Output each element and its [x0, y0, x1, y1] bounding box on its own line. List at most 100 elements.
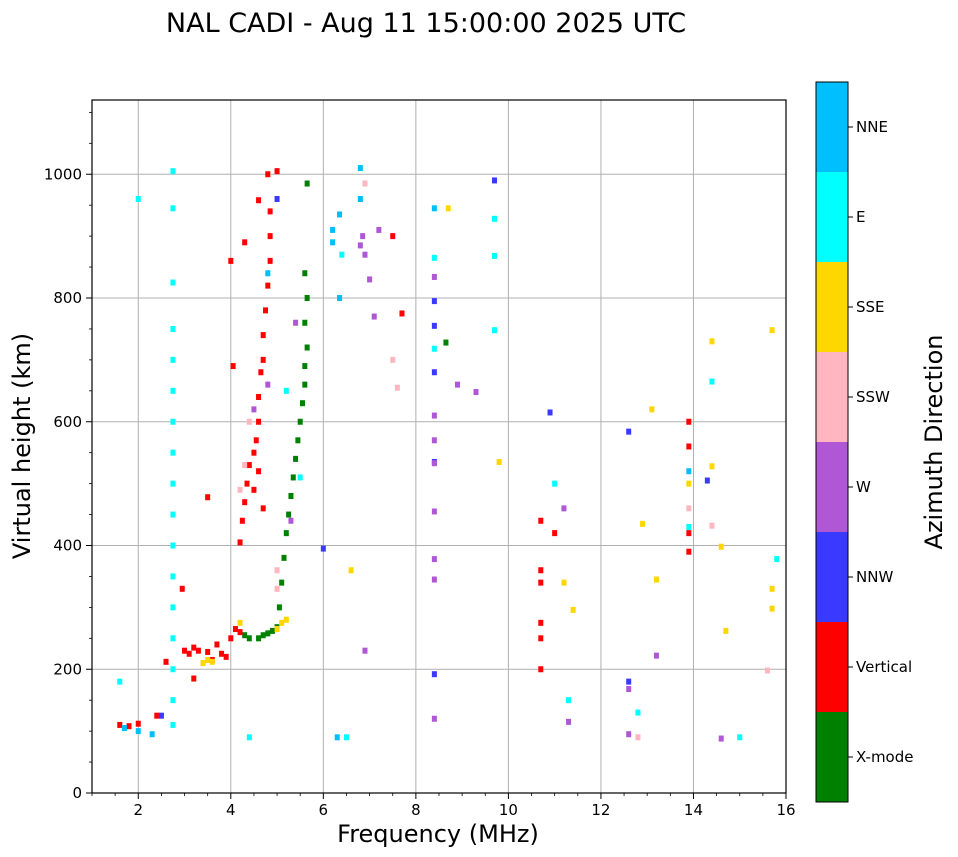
data-point	[281, 554, 287, 561]
data-point	[170, 449, 176, 456]
data-point	[431, 508, 437, 515]
data-point	[170, 666, 176, 673]
data-point	[304, 344, 310, 351]
data-point	[258, 369, 264, 376]
series-w	[251, 226, 724, 742]
x-tick-label: 2	[133, 801, 143, 819]
data-point	[686, 468, 692, 475]
data-point	[774, 556, 780, 563]
data-point	[242, 632, 248, 639]
data-point	[330, 239, 336, 246]
colorbar-frame	[815, 81, 849, 803]
colorbar-label-sse: SSE	[856, 298, 885, 316]
data-point	[626, 686, 632, 693]
data-point	[288, 493, 294, 499]
data-point	[223, 653, 229, 660]
data-point	[200, 660, 206, 667]
data-point	[237, 619, 243, 626]
data-point	[348, 567, 354, 574]
data-point	[626, 731, 632, 738]
data-point	[179, 585, 185, 592]
data-point	[704, 477, 710, 484]
data-point	[653, 652, 659, 659]
data-point	[260, 332, 266, 339]
data-point	[330, 226, 336, 233]
colorbar-segment	[816, 532, 848, 622]
data-point	[283, 387, 289, 394]
data-point	[709, 378, 715, 385]
data-point	[228, 635, 234, 642]
data-point	[769, 605, 775, 612]
data-point	[737, 734, 743, 741]
data-point	[293, 455, 299, 462]
data-point	[561, 579, 567, 586]
data-point	[267, 257, 273, 264]
data-point	[279, 579, 285, 586]
data-points	[117, 165, 780, 742]
data-point	[443, 339, 449, 346]
data-point	[239, 517, 245, 524]
data-point	[274, 168, 280, 175]
data-point	[246, 418, 252, 425]
data-point	[182, 647, 188, 654]
data-point	[170, 604, 176, 611]
data-point	[158, 712, 164, 719]
colorbar-segment	[816, 352, 848, 442]
data-point	[538, 619, 544, 626]
data-point	[649, 406, 655, 413]
data-point	[265, 381, 271, 388]
data-point	[431, 671, 437, 678]
data-point	[552, 480, 558, 487]
data-point	[251, 449, 257, 456]
data-point	[163, 658, 169, 665]
data-point	[170, 418, 176, 425]
data-point	[538, 517, 544, 524]
y-tick-label: 0	[72, 784, 82, 802]
data-point	[265, 282, 271, 289]
data-point	[431, 556, 437, 563]
data-point	[492, 177, 498, 184]
data-point	[538, 635, 544, 642]
x-tick-label: 8	[411, 801, 421, 819]
data-point	[302, 381, 308, 388]
data-point	[390, 233, 396, 240]
data-point	[566, 718, 572, 725]
data-point	[237, 486, 243, 493]
y-tick-label: 1000	[44, 165, 82, 183]
data-point	[170, 573, 176, 580]
colorbar-segment	[816, 262, 848, 352]
data-point	[304, 180, 310, 187]
colorbar-segment	[816, 82, 848, 172]
data-point	[343, 734, 349, 741]
data-point	[339, 251, 345, 258]
data-point	[718, 543, 724, 550]
data-point	[686, 443, 692, 450]
x-tick-label: 16	[776, 801, 795, 819]
data-point	[709, 463, 715, 470]
data-point	[117, 721, 123, 728]
data-point	[302, 319, 308, 326]
data-point	[191, 644, 197, 651]
data-point	[242, 499, 248, 506]
y-tick-label: 200	[53, 660, 82, 678]
data-point	[170, 480, 176, 487]
plot-area	[92, 100, 786, 793]
data-point	[288, 517, 294, 524]
series-e	[117, 168, 780, 741]
data-point	[302, 270, 308, 277]
data-point	[300, 400, 306, 407]
data-point	[170, 168, 176, 175]
data-point	[653, 576, 659, 583]
data-point	[337, 211, 343, 218]
data-point	[431, 460, 437, 467]
data-point	[297, 474, 303, 481]
x-axis-label: Frequency (MHz)	[337, 820, 539, 848]
data-point	[260, 632, 266, 639]
data-point	[635, 734, 641, 741]
data-point	[276, 604, 282, 611]
data-point	[135, 728, 141, 735]
data-point	[237, 629, 243, 636]
data-point	[256, 197, 262, 204]
data-point	[455, 381, 461, 388]
